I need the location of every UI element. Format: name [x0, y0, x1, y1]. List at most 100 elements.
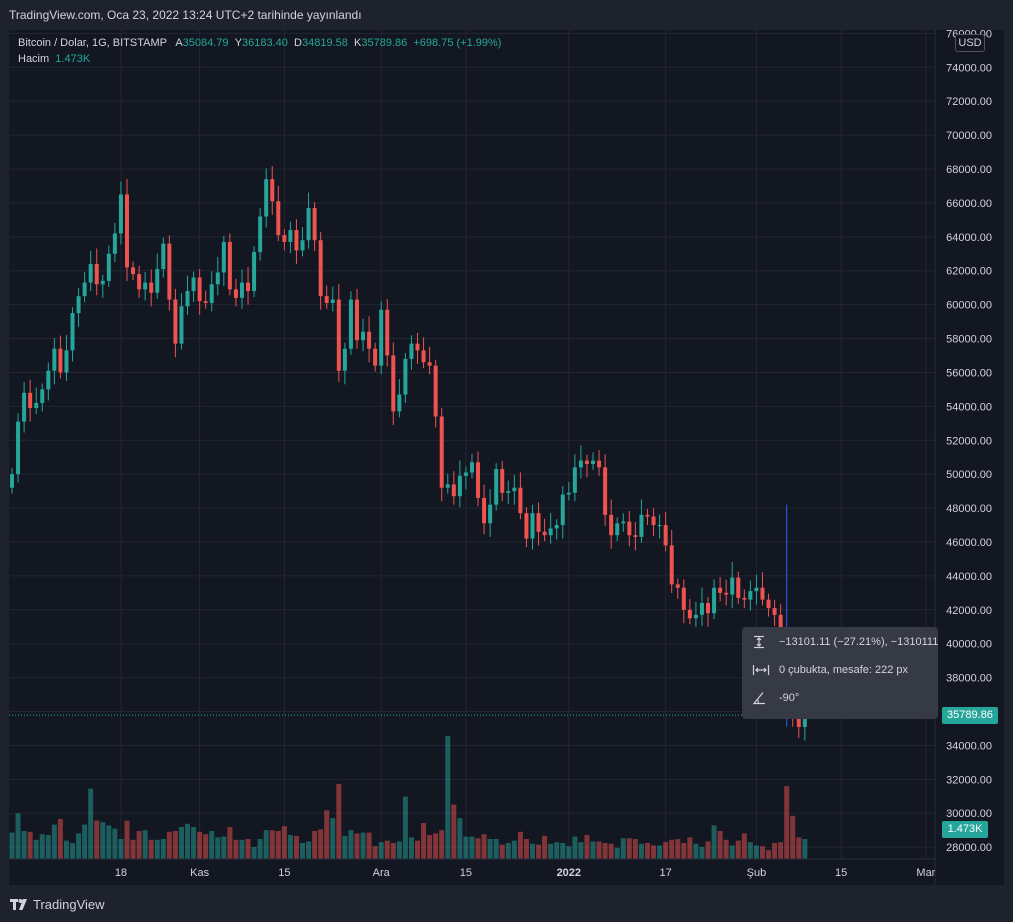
price-tick-label: 74000.00 — [946, 62, 992, 74]
volume-bar — [124, 820, 130, 859]
volume-bar — [427, 835, 433, 859]
volume-bar — [372, 846, 378, 859]
volume-bar — [130, 839, 136, 859]
volume-bar — [753, 845, 759, 859]
price-tick-label: 72000.00 — [946, 96, 992, 108]
volume-bar — [76, 833, 82, 859]
candle-body — [348, 299, 353, 349]
volume-bar — [360, 832, 366, 859]
footer-brand[interactable]: TradingView — [33, 897, 105, 912]
candle-body — [609, 514, 614, 536]
candle-body — [34, 402, 39, 409]
volume-bar — [523, 839, 529, 859]
volume-bar — [378, 842, 384, 859]
volume-bar — [590, 841, 596, 859]
volume-bar — [293, 835, 299, 859]
volume-bar — [560, 843, 566, 859]
symbol-legend: Bitcoin / Dolar, 1G, BITSTAMP A35084.79 … — [18, 35, 501, 67]
candle-body — [706, 603, 711, 614]
candle-body — [409, 343, 414, 359]
time-tick-label: Kas — [190, 867, 209, 879]
volume-bar — [94, 820, 100, 859]
volume-bar — [70, 843, 76, 859]
volume-bar — [499, 844, 505, 859]
volume-bar — [717, 831, 723, 859]
price-tick-label: 28000.00 — [946, 842, 992, 854]
candle-body — [52, 348, 57, 371]
volume-bar — [681, 843, 687, 859]
candle-body — [433, 365, 438, 417]
candle-body — [766, 599, 771, 609]
volume-bar — [741, 833, 747, 859]
candle-body — [239, 282, 244, 298]
candle-body — [482, 497, 487, 524]
candle-body — [40, 389, 45, 403]
time-tick-label: 15 — [278, 867, 290, 879]
volume-bar — [396, 841, 402, 859]
candle-body — [100, 280, 105, 285]
volume-bar — [21, 831, 27, 859]
price-tick-label: 54000.00 — [946, 401, 992, 413]
time-axis[interactable]: 18 Kas 15 Ara 15 2022 17 Şub 15 Mar — [115, 867, 936, 879]
volume-bar — [57, 819, 63, 859]
price-tick-label: 48000.00 — [946, 503, 992, 515]
volume-bar — [433, 833, 439, 859]
symbol-name[interactable]: Bitcoin / Dolar, 1G, BITSTAMP — [18, 37, 167, 49]
volume-bar — [51, 824, 57, 859]
price-tick-label: 58000.00 — [946, 334, 992, 346]
candle-body — [203, 301, 208, 303]
volume-bar — [269, 830, 275, 859]
tradingview-logo-icon[interactable] — [10, 899, 30, 910]
candle-body — [221, 241, 226, 273]
volume-bar — [487, 839, 493, 859]
price-tick-label: 66000.00 — [946, 198, 992, 210]
currency-button[interactable]: USD — [955, 34, 985, 52]
volume-bar — [263, 830, 269, 859]
volume-bar — [227, 827, 233, 859]
volume-bar — [348, 830, 354, 859]
candle-body — [742, 597, 747, 600]
volume-bar — [154, 839, 160, 859]
volume-bar — [723, 839, 729, 859]
candle-body — [560, 494, 565, 526]
measure-bars-text: 0 çubukta, mesafe: 222 px — [779, 664, 909, 676]
candle-body — [46, 370, 51, 390]
candle-body — [663, 525, 668, 546]
volume-bar — [318, 829, 324, 859]
candle-body — [10, 474, 14, 488]
volume-label[interactable]: Hacim — [18, 53, 50, 65]
candlestick-chart[interactable]: 76000.0074000.0072000.0070000.0068000.00… — [9, 30, 1004, 885]
volume-bar — [699, 847, 705, 859]
volume-bar — [511, 840, 517, 859]
volume-bar — [548, 843, 554, 859]
candle-body — [427, 362, 432, 366]
volume-bar — [88, 788, 94, 859]
candle-body — [209, 284, 214, 303]
volume-bar — [178, 827, 184, 859]
angle-icon — [752, 692, 765, 705]
published-label: TradingView.com, Oca 23, 2022 13:24 UTC+… — [9, 8, 362, 22]
candle-body — [185, 291, 190, 307]
candle-body — [155, 269, 160, 293]
candle-body — [500, 469, 505, 493]
candle-body — [681, 587, 686, 610]
volume-bar — [82, 824, 88, 859]
candle-body — [633, 535, 638, 537]
candle-body — [554, 525, 559, 529]
candle-body — [191, 277, 196, 292]
volume-bar — [9, 832, 15, 859]
price-tick-label: 60000.00 — [946, 300, 992, 312]
open-label: A — [175, 37, 183, 49]
volume-bar — [251, 847, 257, 859]
candle-body — [451, 484, 456, 497]
candle-body — [167, 243, 172, 300]
price-tick-label: 52000.00 — [946, 435, 992, 447]
chart-panel[interactable]: 76000.0074000.0072000.0070000.0068000.00… — [9, 30, 1004, 885]
volume-bar — [687, 837, 693, 859]
candle-body — [718, 587, 723, 593]
volume-bar — [106, 825, 112, 859]
measure-price-text: −13101.11 (−27.21%), −1310111 — [779, 636, 938, 648]
price-axis[interactable]: 76000.0074000.0072000.0070000.0068000.00… — [946, 30, 992, 854]
candle-body — [657, 525, 662, 527]
candle-body — [397, 394, 402, 412]
